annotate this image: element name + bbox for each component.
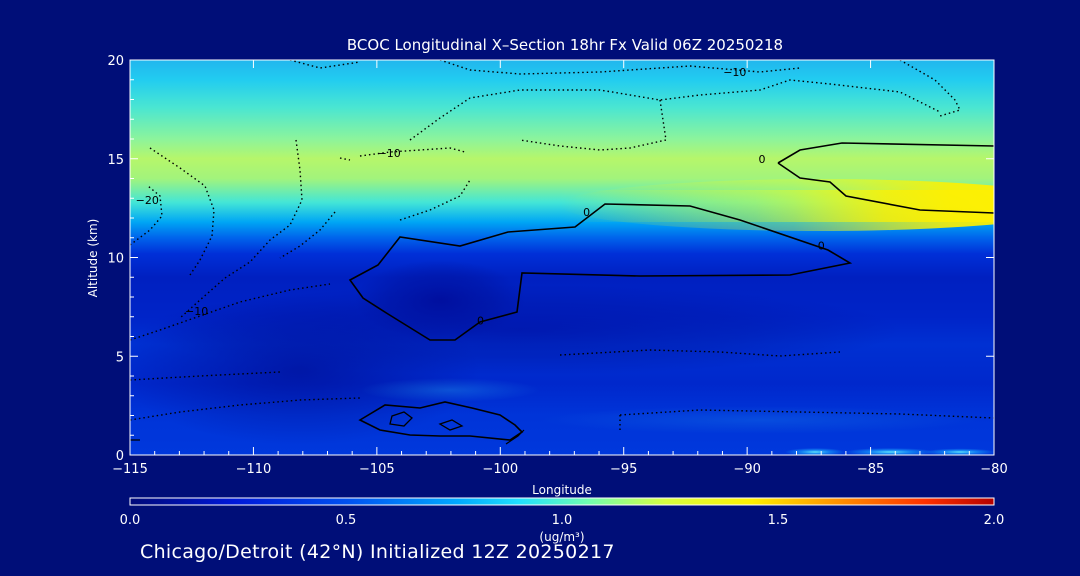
contour-neg-left-inner xyxy=(179,139,351,319)
x-tick-label: −90 xyxy=(733,462,760,477)
contour-neg-top xyxy=(289,60,961,117)
concentration-field xyxy=(130,60,994,455)
x-tick-label: −85 xyxy=(857,462,884,477)
y-tick-label: 0 xyxy=(116,449,124,464)
y-axis-title: Altitude (km) xyxy=(86,219,100,298)
contour-label: 0 xyxy=(758,153,765,166)
y-tick-label: 5 xyxy=(116,350,124,365)
contour-label: 0 xyxy=(818,240,825,253)
x-axis-title: Longitude xyxy=(532,483,592,497)
y-tick-label: 15 xyxy=(107,153,124,168)
colorbar-tick-label: 2.0 xyxy=(984,513,1005,528)
colorbar-tick-label: 0.5 xyxy=(336,513,357,528)
chart-title: BCOC Longitudinal X–Section 18hr Fx Vali… xyxy=(347,36,783,54)
x-tick-label: −110 xyxy=(236,462,272,477)
contour-zero-low-inner-a xyxy=(389,411,413,427)
x-axis: −115 −110 −105 −100 −95 −90 −85 −80 xyxy=(112,60,1008,477)
x-tick-label: −80 xyxy=(980,462,1007,477)
run-caption: Chicago/Detroit (42°N) Initialized 12Z 2… xyxy=(140,541,615,563)
contour-label: −10 xyxy=(185,305,208,318)
x-tick-label: −100 xyxy=(482,462,518,477)
x-tick-label: −95 xyxy=(610,462,637,477)
colorbar-tick-label: 1.5 xyxy=(768,513,789,528)
colorbar-frame xyxy=(129,497,995,506)
colorbar-tick-label: 0.0 xyxy=(120,513,141,528)
colorbar-ticks: 0.0 0.5 1.0 1.5 2.0 xyxy=(120,513,1005,528)
contour-label: −10 xyxy=(378,147,401,160)
contour-zero-low xyxy=(358,401,524,441)
colorbar-units: (ug/m³) xyxy=(539,530,584,544)
y-tick-label: 20 xyxy=(107,54,124,69)
contour-neg-upper-mid xyxy=(359,79,941,157)
contour-zero-low-inner-b xyxy=(438,419,464,431)
contour-label: −20 xyxy=(136,194,159,207)
contour-label: 0 xyxy=(477,315,484,328)
contour-labels: −10 −10 −20 −10 0 0 0 0 xyxy=(136,66,825,328)
contour-neg-left-outer xyxy=(130,147,215,276)
contour-zero-bottom xyxy=(130,429,525,445)
colorbar: 0.0 0.5 1.0 1.5 2.0 (ug/m³) xyxy=(120,497,1005,544)
contour-zero-main xyxy=(348,203,853,341)
y-tick-label: 10 xyxy=(107,252,124,267)
contour-lines xyxy=(130,60,994,445)
x-tick-label: −115 xyxy=(112,462,148,477)
contour-label: 0 xyxy=(583,206,590,219)
y-axis: 0 5 10 15 20 xyxy=(107,54,994,464)
colorbar-tick-label: 1.0 xyxy=(552,513,573,528)
x-tick-label: −105 xyxy=(359,462,395,477)
contour-zero-upper xyxy=(777,142,994,214)
contour-label: −10 xyxy=(723,66,746,79)
contour-neg-mid xyxy=(130,179,994,430)
